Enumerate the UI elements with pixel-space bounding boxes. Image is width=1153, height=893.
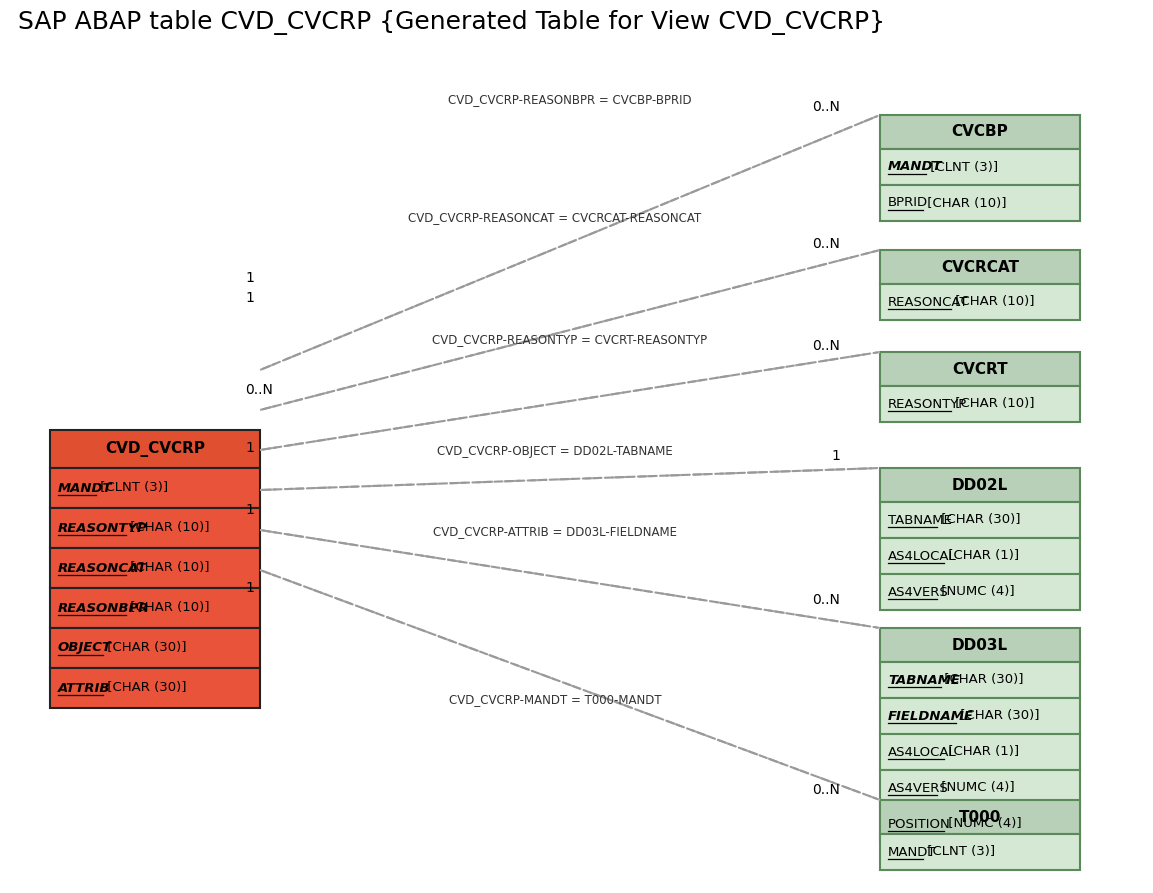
Bar bbox=[880, 502, 1080, 538]
Text: [NUMC (4)]: [NUMC (4)] bbox=[944, 817, 1022, 830]
Text: AS4LOCAL: AS4LOCAL bbox=[888, 549, 957, 563]
Text: CVCBP: CVCBP bbox=[951, 124, 1009, 139]
Text: ATTRIB: ATTRIB bbox=[58, 681, 111, 695]
Text: REASONBPR: REASONBPR bbox=[58, 602, 150, 614]
Text: 1: 1 bbox=[244, 441, 254, 455]
Text: CVD_CVCRP-REASONTYP = CVCRT-REASONTYP: CVD_CVCRP-REASONTYP = CVCRT-REASONTYP bbox=[432, 333, 708, 346]
Text: 0..N: 0..N bbox=[812, 593, 841, 607]
Text: REASONTYP: REASONTYP bbox=[58, 522, 148, 535]
Bar bbox=[880, 284, 1080, 320]
Text: MANDT: MANDT bbox=[58, 481, 113, 495]
Text: CVCRT: CVCRT bbox=[952, 362, 1008, 377]
Text: [CLNT (3)]: [CLNT (3)] bbox=[924, 846, 995, 858]
Text: DD02L: DD02L bbox=[952, 478, 1008, 493]
Text: CVD_CVCRP-OBJECT = DD02L-TABNAME: CVD_CVCRP-OBJECT = DD02L-TABNAME bbox=[437, 446, 673, 458]
Bar bbox=[880, 734, 1080, 770]
Text: CVD_CVCRP: CVD_CVCRP bbox=[105, 441, 205, 457]
Text: [CHAR (1)]: [CHAR (1)] bbox=[944, 746, 1019, 758]
Text: TABNAME: TABNAME bbox=[888, 673, 960, 687]
Text: [CHAR (30)]: [CHAR (30)] bbox=[937, 513, 1020, 527]
Bar bbox=[880, 468, 1080, 502]
Text: FIELDNAME: FIELDNAME bbox=[888, 710, 974, 722]
Text: [CHAR (10)]: [CHAR (10)] bbox=[126, 522, 209, 535]
Text: T000: T000 bbox=[959, 809, 1001, 824]
Text: [CHAR (10)]: [CHAR (10)] bbox=[951, 296, 1034, 308]
Text: REASONCAT: REASONCAT bbox=[888, 296, 969, 308]
Bar bbox=[880, 149, 1080, 185]
Bar bbox=[50, 508, 259, 548]
Text: [CHAR (30)]: [CHAR (30)] bbox=[103, 681, 187, 695]
Text: [CHAR (10)]: [CHAR (10)] bbox=[951, 397, 1034, 411]
Bar bbox=[880, 662, 1080, 698]
Text: AS4VERS: AS4VERS bbox=[888, 586, 949, 598]
Bar bbox=[50, 668, 259, 708]
Text: [CHAR (10)]: [CHAR (10)] bbox=[126, 562, 209, 574]
Text: REASONCAT: REASONCAT bbox=[58, 562, 148, 574]
Bar bbox=[880, 806, 1080, 842]
Text: AS4VERS: AS4VERS bbox=[888, 781, 949, 795]
Text: AS4LOCAL: AS4LOCAL bbox=[888, 746, 957, 758]
Text: 1: 1 bbox=[831, 449, 841, 463]
Text: 0..N: 0..N bbox=[812, 100, 841, 114]
Text: [NUMC (4)]: [NUMC (4)] bbox=[937, 781, 1015, 795]
Text: DD03L: DD03L bbox=[952, 638, 1008, 653]
Text: POSITION: POSITION bbox=[888, 817, 951, 830]
Text: [NUMC (4)]: [NUMC (4)] bbox=[937, 586, 1015, 598]
Text: CVCRCAT: CVCRCAT bbox=[941, 260, 1019, 274]
Bar bbox=[880, 115, 1080, 149]
Text: CVD_CVCRP-REASONCAT = CVCRCAT-REASONCAT: CVD_CVCRP-REASONCAT = CVCRCAT-REASONCAT bbox=[408, 212, 702, 224]
Bar bbox=[50, 548, 259, 588]
Bar bbox=[880, 538, 1080, 574]
Bar bbox=[50, 628, 259, 668]
Text: 0..N: 0..N bbox=[812, 339, 841, 353]
Text: [CHAR (10)]: [CHAR (10)] bbox=[126, 602, 209, 614]
Text: 0..N: 0..N bbox=[244, 383, 273, 397]
Text: REASONTYP: REASONTYP bbox=[888, 397, 967, 411]
Text: 1: 1 bbox=[244, 581, 254, 595]
Bar bbox=[880, 352, 1080, 386]
Text: [CLNT (3)]: [CLNT (3)] bbox=[96, 481, 167, 495]
Bar bbox=[880, 770, 1080, 806]
Text: OBJECT: OBJECT bbox=[58, 641, 112, 655]
Text: [CLNT (3)]: [CLNT (3)] bbox=[926, 161, 997, 173]
Text: SAP ABAP table CVD_CVCRP {Generated Table for View CVD_CVCRP}: SAP ABAP table CVD_CVCRP {Generated Tabl… bbox=[18, 10, 886, 35]
Text: [CHAR (30)]: [CHAR (30)] bbox=[941, 673, 1024, 687]
Text: CVD_CVCRP-ATTRIB = DD03L-FIELDNAME: CVD_CVCRP-ATTRIB = DD03L-FIELDNAME bbox=[434, 525, 677, 538]
Text: 0..N: 0..N bbox=[812, 237, 841, 251]
Text: CVD_CVCRP-REASONBPR = CVCBP-BPRID: CVD_CVCRP-REASONBPR = CVCBP-BPRID bbox=[449, 94, 692, 106]
Text: [CHAR (30)]: [CHAR (30)] bbox=[956, 710, 1039, 722]
Bar bbox=[50, 468, 259, 508]
Bar bbox=[880, 800, 1080, 834]
Text: TABNAME: TABNAME bbox=[888, 513, 952, 527]
Text: 1: 1 bbox=[244, 503, 254, 517]
Bar bbox=[880, 250, 1080, 284]
Bar bbox=[50, 588, 259, 628]
Bar bbox=[880, 386, 1080, 422]
Text: CVD_CVCRP-MANDT = T000-MANDT: CVD_CVCRP-MANDT = T000-MANDT bbox=[449, 694, 662, 706]
Text: 1: 1 bbox=[244, 271, 254, 285]
Text: [CHAR (10)]: [CHAR (10)] bbox=[924, 196, 1007, 210]
Text: [CHAR (1)]: [CHAR (1)] bbox=[944, 549, 1019, 563]
Text: 1: 1 bbox=[244, 291, 254, 305]
Bar bbox=[880, 574, 1080, 610]
Text: BPRID: BPRID bbox=[888, 196, 928, 210]
Bar bbox=[880, 185, 1080, 221]
Text: [CHAR (30)]: [CHAR (30)] bbox=[103, 641, 187, 655]
Bar bbox=[880, 834, 1080, 870]
Text: 0..N: 0..N bbox=[812, 783, 841, 797]
Text: MANDT: MANDT bbox=[888, 161, 942, 173]
Bar bbox=[50, 430, 259, 468]
Bar bbox=[880, 628, 1080, 662]
Bar bbox=[880, 698, 1080, 734]
Text: MANDT: MANDT bbox=[888, 846, 936, 858]
